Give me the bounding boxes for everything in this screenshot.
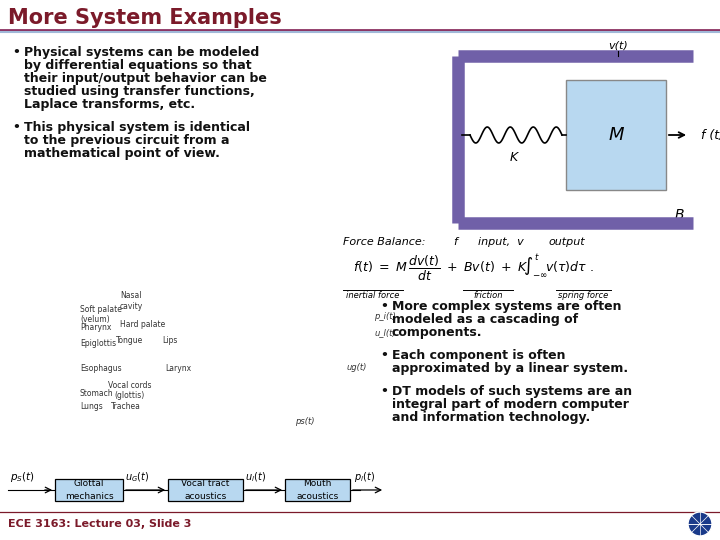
- Text: ECE 3163: Lecture 03, Slide 3: ECE 3163: Lecture 03, Slide 3: [8, 519, 192, 529]
- Text: f (t): f (t): [701, 129, 720, 141]
- Text: Larynx: Larynx: [166, 364, 192, 373]
- Text: M: M: [608, 126, 624, 144]
- Text: B: B: [675, 208, 685, 222]
- Text: Force Balance:: Force Balance:: [343, 237, 426, 247]
- Text: v(t): v(t): [608, 41, 628, 51]
- Text: Esophagus: Esophagus: [80, 364, 122, 373]
- Text: input,  v: input, v: [478, 237, 523, 247]
- Text: acoustics: acoustics: [184, 492, 227, 501]
- Bar: [55, 479, 123, 501]
- Text: spring force: spring force: [558, 291, 608, 300]
- Text: Pharynx: Pharynx: [80, 323, 112, 332]
- Text: ug(t): ug(t): [346, 363, 367, 373]
- Text: Nasal
cavity: Nasal cavity: [120, 292, 143, 311]
- Text: components.: components.: [392, 326, 482, 339]
- Circle shape: [688, 512, 712, 536]
- Text: inertial force: inertial force: [346, 291, 400, 300]
- Text: and information technology.: and information technology.: [392, 411, 590, 424]
- Text: Laplace transforms, etc.: Laplace transforms, etc.: [24, 98, 195, 111]
- Text: ps(t): ps(t): [295, 417, 315, 427]
- Text: Hard palate: Hard palate: [120, 320, 165, 329]
- Text: output: output: [548, 237, 585, 247]
- Text: approximated by a linear system.: approximated by a linear system.: [392, 362, 628, 375]
- Text: Stomach: Stomach: [80, 389, 114, 398]
- Text: their input/output behavior can be: their input/output behavior can be: [24, 72, 267, 85]
- Text: friction: friction: [473, 291, 503, 300]
- Text: by differential equations so that: by differential equations so that: [24, 59, 251, 72]
- Text: •: •: [12, 46, 20, 59]
- Text: u_l(t): u_l(t): [374, 328, 396, 337]
- Text: $p_l(t)$: $p_l(t)$: [354, 470, 375, 484]
- Text: $u_G(t)$: $u_G(t)$: [125, 470, 149, 484]
- Text: More System Examples: More System Examples: [8, 8, 282, 28]
- Text: Lips: Lips: [162, 336, 178, 345]
- Text: acoustics: acoustics: [297, 492, 338, 501]
- Text: •: •: [380, 300, 388, 313]
- Text: Each component is often: Each component is often: [392, 349, 565, 362]
- Text: •: •: [380, 349, 388, 362]
- Text: Soft palate
(velum): Soft palate (velum): [80, 305, 122, 324]
- Text: Lungs: Lungs: [80, 402, 103, 411]
- Text: Glottal: Glottal: [73, 479, 104, 488]
- Text: p_i(t): p_i(t): [374, 312, 396, 321]
- Text: K: K: [510, 151, 518, 164]
- Text: Vocal cords
(glottis): Vocal cords (glottis): [107, 381, 151, 400]
- Text: DT models of such systems are an: DT models of such systems are an: [392, 385, 632, 398]
- Text: mechanics: mechanics: [65, 492, 113, 501]
- Text: More complex systems are often: More complex systems are often: [392, 300, 621, 313]
- Text: integral part of modern computer: integral part of modern computer: [392, 398, 629, 411]
- Text: to the previous circuit from a: to the previous circuit from a: [24, 134, 230, 147]
- Text: $p_S(t)$: $p_S(t)$: [10, 470, 35, 484]
- Text: Trachea: Trachea: [111, 402, 141, 411]
- Text: mathematical point of view.: mathematical point of view.: [24, 147, 220, 160]
- Text: studied using transfer functions,: studied using transfer functions,: [24, 85, 255, 98]
- Bar: [566, 80, 666, 190]
- Text: modeled as a cascading of: modeled as a cascading of: [392, 313, 578, 326]
- Text: Vocal tract: Vocal tract: [181, 479, 230, 488]
- Text: f: f: [453, 237, 457, 247]
- Text: This physical system is identical: This physical system is identical: [24, 121, 250, 134]
- Text: Tongue: Tongue: [116, 336, 143, 345]
- Bar: [168, 479, 243, 501]
- Text: Mouth: Mouth: [303, 479, 332, 488]
- Text: $u_l(t)$: $u_l(t)$: [245, 470, 266, 484]
- Text: $f(t)\ =\ M\,\dfrac{dv(t)}{dt}\ +\ Bv(t)\ +\ K\!\int_{-\infty}^{t}\!v(\tau)d\tau: $f(t)\ =\ M\,\dfrac{dv(t)}{dt}\ +\ Bv(t)…: [353, 253, 594, 284]
- Bar: [285, 479, 350, 501]
- Text: Epiglottis: Epiglottis: [80, 340, 116, 348]
- Text: •: •: [380, 385, 388, 398]
- Text: •: •: [12, 121, 20, 134]
- Text: Physical systems can be modeled: Physical systems can be modeled: [24, 46, 259, 59]
